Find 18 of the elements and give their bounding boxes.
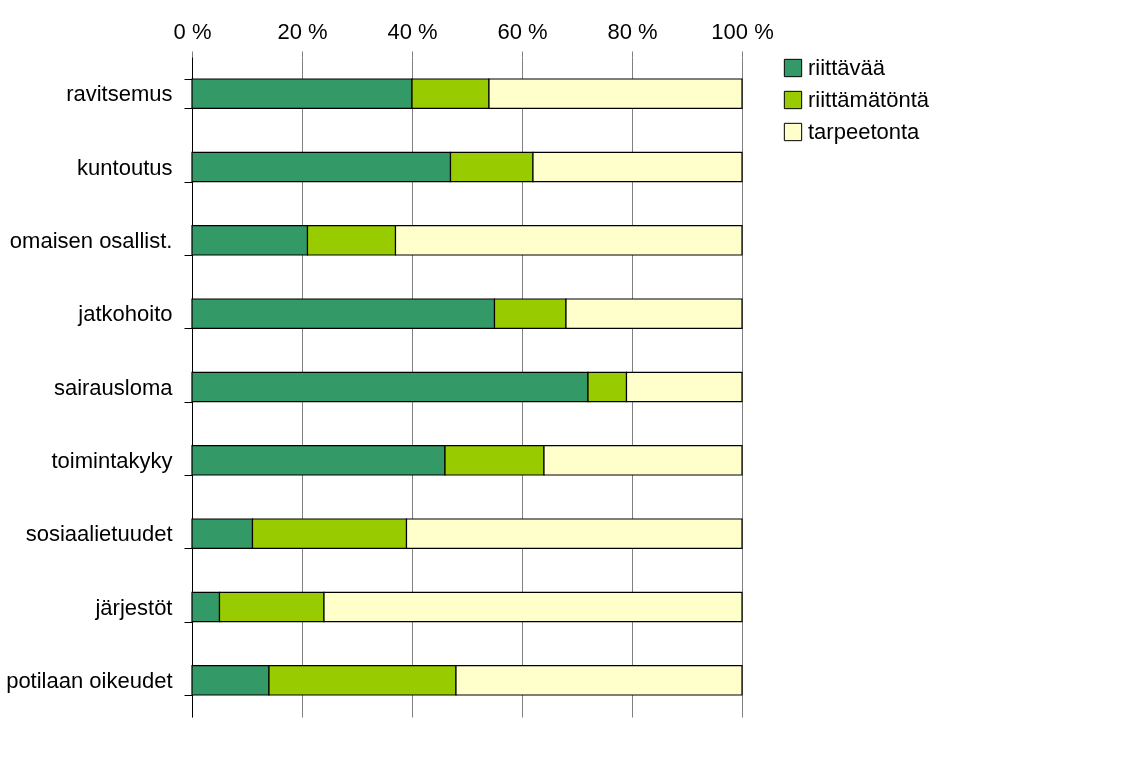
y-tick-label: toimintakyky (51, 447, 173, 473)
y-tick-label: jatkohoito (77, 301, 173, 327)
x-tick-label: 20 % (277, 18, 328, 44)
legend-label: riittävää (808, 55, 886, 80)
y-tick-label: potilaan oikeudet (6, 667, 173, 693)
x-tick-label: 100 % (711, 18, 774, 44)
x-tick-label: 0 % (173, 18, 212, 44)
legend-label: riittämätöntä (808, 87, 930, 112)
y-tick-label: järjestöt (94, 594, 173, 620)
y-tick-label: ravitsemus (66, 81, 173, 107)
x-tick-label: 60 % (497, 18, 548, 44)
y-tick-label: sairausloma (53, 374, 174, 400)
y-tick-label: omaisen osallist. (9, 227, 173, 253)
y-tick-label: kuntoutus (77, 154, 173, 180)
y-tick-label: sosiaalietuudet (25, 521, 173, 547)
x-tick-label: 80 % (607, 18, 658, 44)
x-tick-label: 40 % (387, 18, 438, 44)
legend-label: tarpeetonta (808, 119, 921, 144)
